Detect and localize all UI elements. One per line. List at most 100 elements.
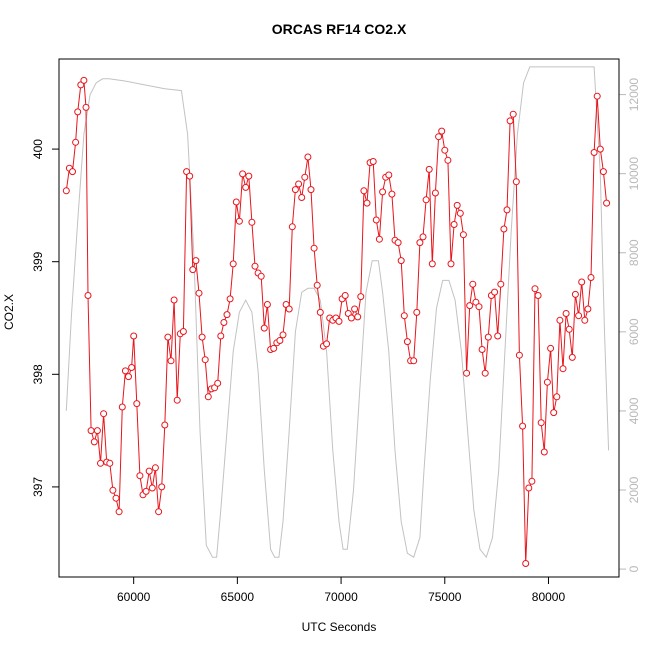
co2-point — [581, 316, 589, 324]
co2-point — [509, 110, 517, 118]
co2-point — [217, 332, 225, 340]
co2-point — [232, 198, 240, 206]
y-tick-label: 400 — [31, 139, 45, 159]
co2-point — [478, 346, 486, 353]
co2-point — [550, 409, 558, 417]
co2-point — [109, 486, 117, 494]
co2-point — [307, 186, 315, 194]
x-tick-label: 65000 — [221, 590, 255, 604]
co2-point — [310, 244, 318, 252]
co2-point — [553, 393, 561, 401]
co2-point — [357, 293, 365, 301]
co2-point — [257, 272, 265, 280]
co2-point — [351, 305, 359, 313]
co2-point — [512, 178, 520, 186]
co2-point — [506, 117, 514, 125]
co2-point — [559, 365, 567, 373]
co2-point — [239, 170, 247, 178]
co2-point — [90, 438, 98, 446]
co2-point — [525, 484, 533, 492]
co2-point — [596, 145, 604, 153]
co2-point — [80, 76, 88, 84]
y2-tick-label: 4000 — [627, 397, 641, 424]
co2-point — [323, 340, 331, 348]
co2-point — [403, 338, 411, 346]
co2-point — [494, 332, 502, 340]
co2-point — [547, 344, 555, 352]
co2-point — [385, 171, 393, 179]
co2-point — [444, 156, 452, 164]
co2-point — [145, 467, 153, 475]
axes: 60000 65000 70000 75000 80000397398399400020… — [31, 78, 641, 604]
co2-point — [204, 393, 212, 401]
co2-point — [118, 403, 126, 411]
co2-point — [62, 187, 70, 195]
co2-point — [379, 188, 387, 196]
co2-point — [543, 378, 551, 386]
co2-point — [198, 333, 206, 341]
co2-point — [565, 325, 573, 333]
co2-point — [360, 187, 368, 195]
co2-point — [223, 311, 231, 319]
co2-point — [394, 239, 402, 247]
co2-point — [106, 459, 114, 467]
co2-point — [173, 396, 181, 404]
co2-point — [155, 508, 163, 516]
y-tick-label: 398 — [31, 364, 45, 384]
co2-point — [242, 183, 250, 191]
co2-point — [151, 464, 159, 472]
co2-point — [450, 221, 458, 228]
co2-point — [425, 165, 433, 173]
co2-point — [161, 421, 169, 429]
altitude-line — [65, 66, 610, 559]
co2-point — [186, 172, 194, 180]
co2-point — [214, 379, 222, 387]
co2-point — [500, 225, 508, 233]
co2-point — [304, 153, 312, 161]
co2-point — [497, 280, 505, 288]
co2-point — [192, 257, 200, 265]
co2-point — [515, 351, 523, 359]
co2-point — [441, 146, 449, 154]
co2-point — [388, 190, 396, 198]
co2-point — [130, 332, 138, 340]
co2-point — [469, 280, 477, 288]
co2-point — [87, 427, 95, 435]
co2-point — [447, 260, 455, 268]
co2-point — [354, 313, 362, 321]
x-tick-label: 75000 — [428, 590, 462, 604]
x-tick-label: 80000 — [532, 590, 566, 604]
co2-point — [503, 206, 511, 214]
co2-point — [295, 180, 303, 188]
co2-point — [298, 194, 306, 201]
co2-point — [291, 186, 299, 194]
co2-point — [195, 289, 203, 297]
co2-point — [372, 216, 380, 224]
co2-point — [419, 233, 427, 241]
co2-point — [459, 231, 467, 239]
co2-point — [593, 92, 601, 100]
co2-point — [72, 138, 80, 146]
co2-point — [428, 260, 436, 268]
co2-point — [112, 494, 120, 502]
co2-point — [422, 196, 430, 204]
co2-point — [93, 427, 101, 435]
y2-tick-label: 6000 — [627, 318, 641, 345]
co2-point — [578, 278, 586, 286]
co2-point — [410, 357, 418, 365]
co2-point — [369, 158, 377, 165]
co2-point — [335, 317, 343, 325]
co2-point — [226, 295, 234, 303]
co2-point — [416, 239, 424, 247]
co2-point — [587, 274, 595, 281]
y2-tick-label: 0 — [627, 565, 641, 572]
co2-point — [599, 168, 607, 176]
co2-point — [575, 312, 583, 320]
co2-point — [260, 324, 268, 332]
co2-point — [229, 260, 237, 268]
co2-point — [522, 560, 530, 567]
y-tick-label: 399 — [31, 251, 45, 271]
co2-point — [590, 149, 598, 156]
co2-point — [562, 310, 570, 317]
